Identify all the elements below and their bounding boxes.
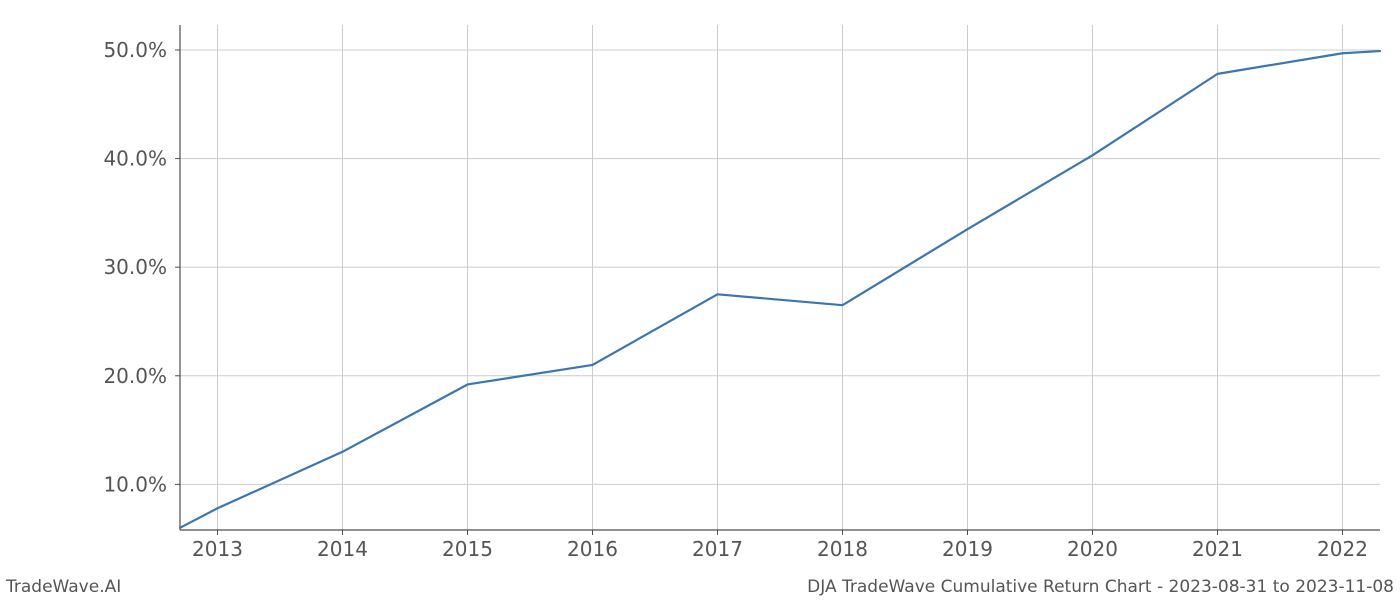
- x-tick-label: 2014: [317, 537, 368, 561]
- y-tick-label: 30.0%: [103, 255, 167, 279]
- x-tick-label: 2013: [192, 537, 243, 561]
- x-tick-label: 2015: [442, 537, 493, 561]
- x-tick-label: 2021: [1192, 537, 1243, 561]
- y-tick-label: 40.0%: [103, 147, 167, 171]
- x-tick-label: 2022: [1317, 537, 1368, 561]
- x-tick-label: 2018: [817, 537, 868, 561]
- y-tick-label: 50.0%: [103, 38, 167, 62]
- chart-container: 2013 2014 2015 2016 2017 2018 2019 2020 2021 2022…: [0, 0, 1400, 600]
- y-tick-label: 20.0%: [103, 364, 167, 388]
- x-tick-label: 2019: [942, 537, 993, 561]
- x-tick-label: 2016: [567, 537, 618, 561]
- line-chart: 2013 2014 2015 2016 2017 2018 2019 2020 2021 2022…: [0, 0, 1400, 600]
- y-tick-label: 10.0%: [103, 472, 167, 496]
- x-tick-label: 2017: [692, 537, 743, 561]
- chart-background: [0, 0, 1400, 600]
- footer-left-label: TradeWave.AI: [5, 577, 121, 597]
- footer-right-label: DJA TradeWave Cumulative Return Chart - …: [807, 577, 1394, 597]
- x-tick-label: 2020: [1067, 537, 1118, 561]
